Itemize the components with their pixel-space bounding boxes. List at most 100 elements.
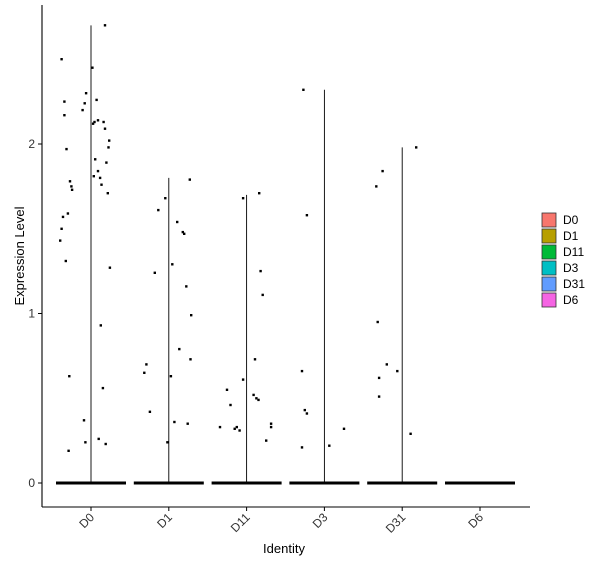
point-d0-21 <box>93 120 96 124</box>
point-d1-14 <box>189 358 192 361</box>
point-d1-2 <box>143 371 146 374</box>
legend-swatch-d3 <box>541 260 557 276</box>
point-d0-7 <box>68 180 72 183</box>
legend-label-d6: D6 <box>563 293 579 307</box>
point-d0-31 <box>105 161 108 164</box>
point-d3-3 <box>303 408 306 412</box>
point-d0-11 <box>64 259 67 263</box>
x-tick-label-d1: D1 <box>154 510 175 531</box>
point-d1-12 <box>190 314 193 317</box>
point-d1-9 <box>181 230 184 234</box>
point-d11-1 <box>258 192 261 195</box>
point-d0-37 <box>101 386 105 390</box>
point-d31-0 <box>375 185 378 188</box>
point-d0-27 <box>98 176 102 180</box>
point-d11-2 <box>259 269 262 273</box>
point-d11-10 <box>229 403 232 407</box>
legend: D0 D1 D11 D3 D31 D6 <box>541 212 585 308</box>
point-d31-4 <box>377 395 381 398</box>
legend-swatch-d0 <box>541 212 557 228</box>
point-d11-4 <box>253 358 257 361</box>
point-d0-14 <box>81 108 84 112</box>
point-d0-22 <box>95 98 98 102</box>
point-d11-16 <box>269 425 273 429</box>
x-axis-title: Identity <box>263 541 305 556</box>
point-d3-7 <box>342 427 346 430</box>
point-d3-2 <box>300 369 304 373</box>
point-d1-4 <box>148 410 152 413</box>
point-d31-5 <box>385 363 388 366</box>
y-axis-title: Expression Level <box>12 206 27 305</box>
point-d11-17 <box>265 439 268 442</box>
point-d1-3 <box>145 363 148 366</box>
point-d11-14 <box>238 429 241 432</box>
point-d31-7 <box>409 432 412 435</box>
y-tick-label-2: 2 <box>28 137 35 151</box>
point-d0-24 <box>94 158 97 161</box>
legend-swatch-d6 <box>541 292 557 308</box>
point-d1-11 <box>185 285 188 288</box>
point-d3-4 <box>305 412 309 415</box>
point-d11-0 <box>241 197 245 200</box>
point-d0-10 <box>66 212 70 215</box>
point-d0-8 <box>70 185 73 188</box>
point-d0-6 <box>59 239 62 242</box>
point-d0-23 <box>96 119 100 122</box>
point-d0-15 <box>83 102 86 105</box>
point-d0-36 <box>99 324 102 327</box>
point-d0-20 <box>91 122 95 125</box>
point-d31-6 <box>396 369 399 373</box>
point-d0-26 <box>96 169 100 173</box>
point-d0-2 <box>63 114 66 117</box>
legend-swatch-d11 <box>541 244 557 260</box>
point-d0-30 <box>103 127 107 130</box>
legend-label-d0: D0 <box>563 213 579 227</box>
point-d3-6 <box>328 444 331 447</box>
legend-label-d3: D3 <box>563 261 579 275</box>
point-d31-8 <box>415 146 418 149</box>
point-d0-40 <box>103 24 107 27</box>
point-d0-9 <box>70 188 74 191</box>
point-d1-10 <box>183 232 186 235</box>
point-d0-19 <box>91 66 94 69</box>
point-d1-6 <box>169 375 173 378</box>
point-d11-7 <box>255 397 258 400</box>
point-d0-32 <box>107 146 110 149</box>
point-d11-6 <box>252 393 255 397</box>
point-d11-15 <box>269 422 273 425</box>
point-d0-28 <box>100 183 103 186</box>
point-d11-5 <box>241 378 245 381</box>
point-d1-15 <box>173 420 176 424</box>
point-d1-1 <box>153 271 156 274</box>
y-axis-ticks: 0 1 2 <box>28 137 42 490</box>
legend-label-d11: D11 <box>563 245 584 259</box>
legend-label-d1: D1 <box>563 229 579 243</box>
point-d31-1 <box>381 169 384 173</box>
points-layer <box>59 24 418 452</box>
x-tick-label-d6: D6 <box>465 510 486 531</box>
violin-layer <box>56 25 515 485</box>
point-d11-12 <box>233 427 236 430</box>
point-d0-18 <box>84 441 87 444</box>
point-d0-39 <box>104 442 107 446</box>
x-axis-ticks: D0 D1 D11 D3 D31 D6 <box>76 507 486 536</box>
point-d1-8 <box>176 220 179 224</box>
point-d1-7 <box>171 263 174 266</box>
x-tick-label-d3: D3 <box>310 510 331 531</box>
point-d31-2 <box>376 320 379 324</box>
point-d0-1 <box>63 100 66 103</box>
point-d0-3 <box>65 147 68 151</box>
x-tick-label-d0: D0 <box>76 510 97 531</box>
point-d0-12 <box>68 375 71 378</box>
point-d0-33 <box>108 139 111 142</box>
point-d3-1 <box>305 214 309 217</box>
point-d0-4 <box>61 215 65 219</box>
point-d0-35 <box>108 266 112 269</box>
x-tick-label-d11: D11 <box>228 510 253 535</box>
point-d11-13 <box>235 425 238 429</box>
point-d0-0 <box>60 58 63 61</box>
point-d1-13 <box>178 347 181 351</box>
legend-swatch-d31 <box>541 276 557 292</box>
point-d0-25 <box>92 175 95 178</box>
